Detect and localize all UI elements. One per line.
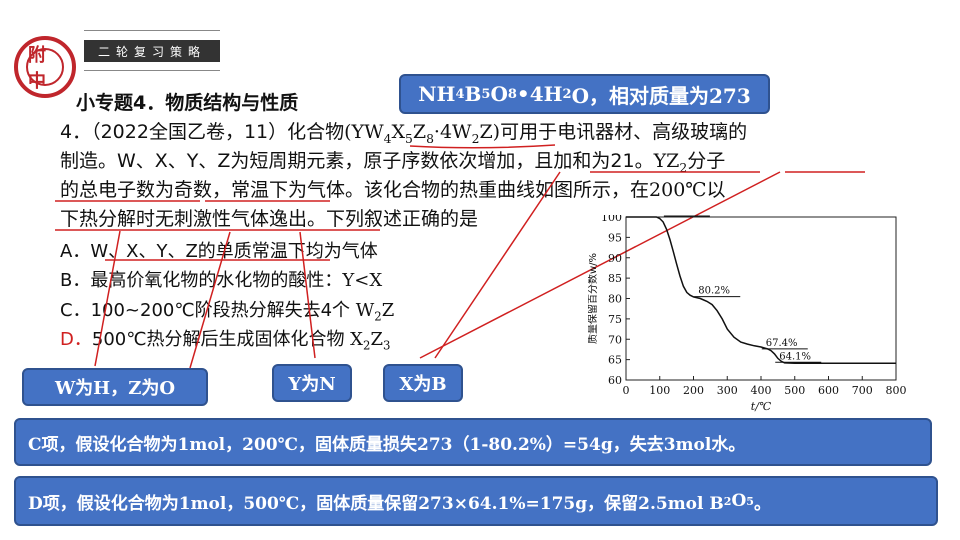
option-c-text: 100~200℃阶段热分解失去4个 W2Z xyxy=(90,300,395,324)
option-c-label: C． xyxy=(60,300,91,321)
option-b-text: 最高价氧化物的水化物的酸性：Y<X xyxy=(90,270,383,291)
option-d-text: 500℃热分解后生成固体化合物 X2Z3 xyxy=(91,329,391,353)
y-tick-label: 65 xyxy=(608,354,622,367)
option-c: C．100~200℃阶段热分解失去4个 W2Z xyxy=(60,296,394,324)
annotation-label: 67.4% xyxy=(766,338,798,349)
x-tick-label: 600 xyxy=(818,384,839,397)
x-tick-label: 400 xyxy=(751,384,772,397)
annotation-label: 80.2% xyxy=(698,286,730,297)
y-tick-label: 70 xyxy=(608,333,622,346)
formula-box: NH 4 B 5 O 8 •4H 2 O，相对质量为273 xyxy=(399,74,770,114)
thermogravimetric-chart: 0 100 200 300 400 500 600 700 800 60 65 70 75 80 85 90 9… xyxy=(588,215,907,413)
option-d-label: D． xyxy=(60,329,92,350)
logo-emblem: 附中 xyxy=(26,45,64,92)
series-line xyxy=(626,216,896,365)
y-tick-label: 100 xyxy=(601,215,622,224)
header-rule-bottom xyxy=(84,70,220,71)
option-a-label: A． xyxy=(60,241,91,262)
annotation-label: 64.1% xyxy=(779,351,811,362)
y-tick-label: 60 xyxy=(608,374,622,387)
x-axis-label: t/℃ xyxy=(751,400,772,413)
x-tick-label: 800 xyxy=(886,384,907,397)
option-a: A．W、X、Y、Z的单质常温下均为气体 xyxy=(60,237,378,263)
x-tick-label: 500 xyxy=(784,384,805,397)
y-tick-label: 75 xyxy=(608,313,622,326)
option-d: D．500℃热分解后生成固体化合物 X2Z3 xyxy=(60,325,390,353)
question-line-2: 制造。W、X、Y、Z为短周期元素，原子序数依次增加，且加和为21。YZ2分子 xyxy=(60,150,726,175)
x-tick-label: 0 xyxy=(623,384,630,397)
annotation-label: 100% xyxy=(668,215,697,216)
option-b: B．最高价氧化物的水化物的酸性：Y<X xyxy=(60,266,382,292)
y-tick-label: 85 xyxy=(608,272,622,285)
chart-frame xyxy=(625,216,897,381)
x-tick-label: 100 xyxy=(649,384,670,397)
explanation-c-box: C项，假设化合物为1mol，200℃，固体质量损失273（1-80.2%）=54… xyxy=(14,418,932,466)
answer-y-box: Y为N xyxy=(272,364,352,402)
header-rule-top xyxy=(84,30,220,31)
y-tick-label: 90 xyxy=(608,252,622,265)
school-logo: 附中 xyxy=(14,36,76,98)
answer-x-box: X为B xyxy=(383,364,463,402)
option-b-label: B． xyxy=(60,270,91,291)
option-a-text: W、X、Y、Z的单质常温下均为气体 xyxy=(90,241,378,262)
series-label: 二轮复习策略 xyxy=(84,40,220,62)
y-tick-label: 80 xyxy=(608,293,622,306)
y-tick-label: 95 xyxy=(608,231,622,244)
question-line-4: 下热分解时无刺激性气体逸出。下列叙述正确的是 xyxy=(60,208,479,230)
x-tick-label: 300 xyxy=(717,384,738,397)
question-line-3: 的总电子数为奇数，常温下为气体。该化合物的热重曲线如图所示，在200℃以 xyxy=(60,179,726,201)
topic-title: 小专题4．物质结构与性质 xyxy=(76,92,299,114)
question-line-1: 4．（2022全国乙卷，11）化合物(YW4X5Z8·4W2Z)可用于电讯器材、… xyxy=(60,121,748,146)
explanation-d-box: D项，假设化合物为1mol，500℃，固体质量保留273×64.1%=175g，… xyxy=(14,476,938,526)
y-axis-label: 质量保留百分数w/% xyxy=(588,253,599,344)
x-tick-label: 200 xyxy=(683,384,704,397)
answer-w-z-box: W为H，Z为O xyxy=(22,368,208,406)
x-tick-label: 700 xyxy=(852,384,873,397)
